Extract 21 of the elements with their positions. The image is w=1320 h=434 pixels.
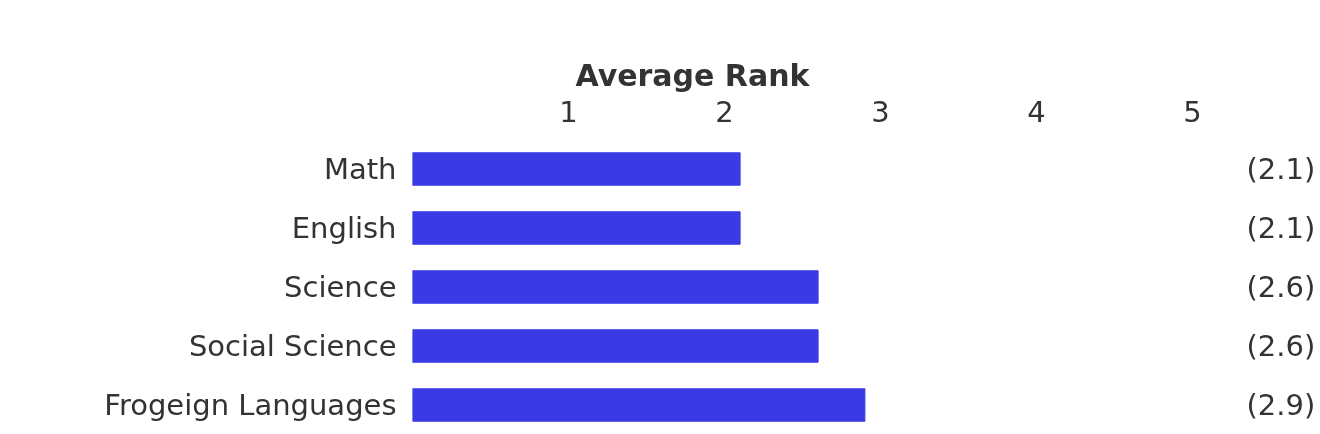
- bar: [412, 270, 819, 304]
- bar: [412, 388, 866, 422]
- y-tick-label: Frogeign Languages: [104, 388, 397, 422]
- data-label: (2.1): [1246, 152, 1316, 186]
- data-label: (2.1): [1246, 211, 1316, 245]
- x-tick-label: 2: [715, 94, 734, 129]
- y-tick-label: Social Science: [188, 329, 397, 363]
- x-tick-label: 3: [871, 94, 890, 129]
- y-tick-label: English: [291, 211, 397, 245]
- bar: [412, 329, 819, 363]
- x-tick-label: 5: [1183, 94, 1202, 129]
- data-label: (2.6): [1246, 270, 1316, 304]
- x-tick-label: 4: [1027, 94, 1046, 129]
- bar: [412, 152, 741, 186]
- data-label: (2.6): [1246, 329, 1316, 363]
- bar: [412, 211, 741, 245]
- data-label: (2.9): [1246, 388, 1316, 422]
- y-tick-label: Math: [323, 152, 397, 186]
- y-tick-label: Science: [284, 270, 397, 304]
- chart-title: Average Rank: [575, 57, 811, 93]
- x-tick-label: 1: [559, 94, 578, 129]
